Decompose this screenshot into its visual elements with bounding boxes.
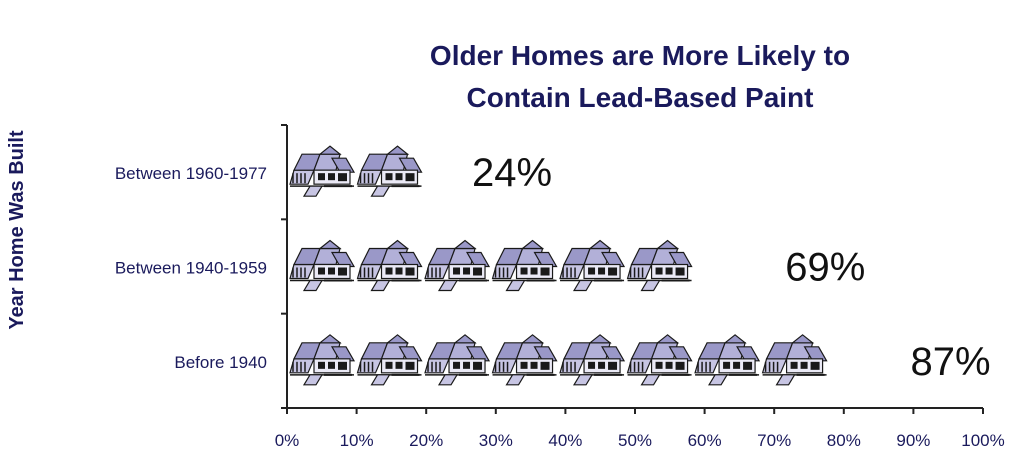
house-icon <box>626 239 693 292</box>
x-tick-label: 0% <box>275 431 300 450</box>
x-tick-label: 100% <box>961 431 1004 450</box>
chart-title-line2: Contain Lead-Based Paint <box>466 82 814 113</box>
house-icon <box>626 333 693 386</box>
house-icon <box>424 239 491 292</box>
value-label: 87% <box>911 340 991 384</box>
x-tick-label: 70% <box>757 431 791 450</box>
x-tick-label: 60% <box>688 431 722 450</box>
house-icon <box>356 145 423 198</box>
x-tick-label: 40% <box>548 431 582 450</box>
value-label: 24% <box>472 151 552 195</box>
house-icon <box>491 333 558 386</box>
house-icon <box>289 239 355 292</box>
y-category-label: Between 1960-1977 <box>115 164 267 183</box>
house-icon <box>356 239 423 292</box>
house-icon <box>356 333 423 386</box>
house-icon <box>289 145 355 198</box>
house-icon <box>424 333 491 386</box>
y-category-label: Before 1940 <box>174 353 267 372</box>
bar-before-1940 <box>289 333 828 386</box>
value-label: 69% <box>785 246 865 290</box>
bar-between-1960-1977 <box>289 145 423 198</box>
bar-between-1940-1959 <box>289 239 693 292</box>
x-tick-label: 50% <box>618 431 652 450</box>
x-tick-label: 10% <box>340 431 374 450</box>
y-category-label: Between 1940-1959 <box>115 259 267 278</box>
house-icon <box>559 239 626 292</box>
x-tick-label: 90% <box>896 431 930 450</box>
house-icon <box>694 333 761 386</box>
x-tick-label: 30% <box>479 431 513 450</box>
chart-title-line1: Older Homes are More Likely to <box>429 40 851 71</box>
house-icon <box>761 333 828 386</box>
x-tick-label: 20% <box>409 431 443 450</box>
house-icon <box>559 333 626 386</box>
house-icon <box>491 239 558 292</box>
house-icon <box>289 333 355 386</box>
x-tick-label: 80% <box>827 431 861 450</box>
